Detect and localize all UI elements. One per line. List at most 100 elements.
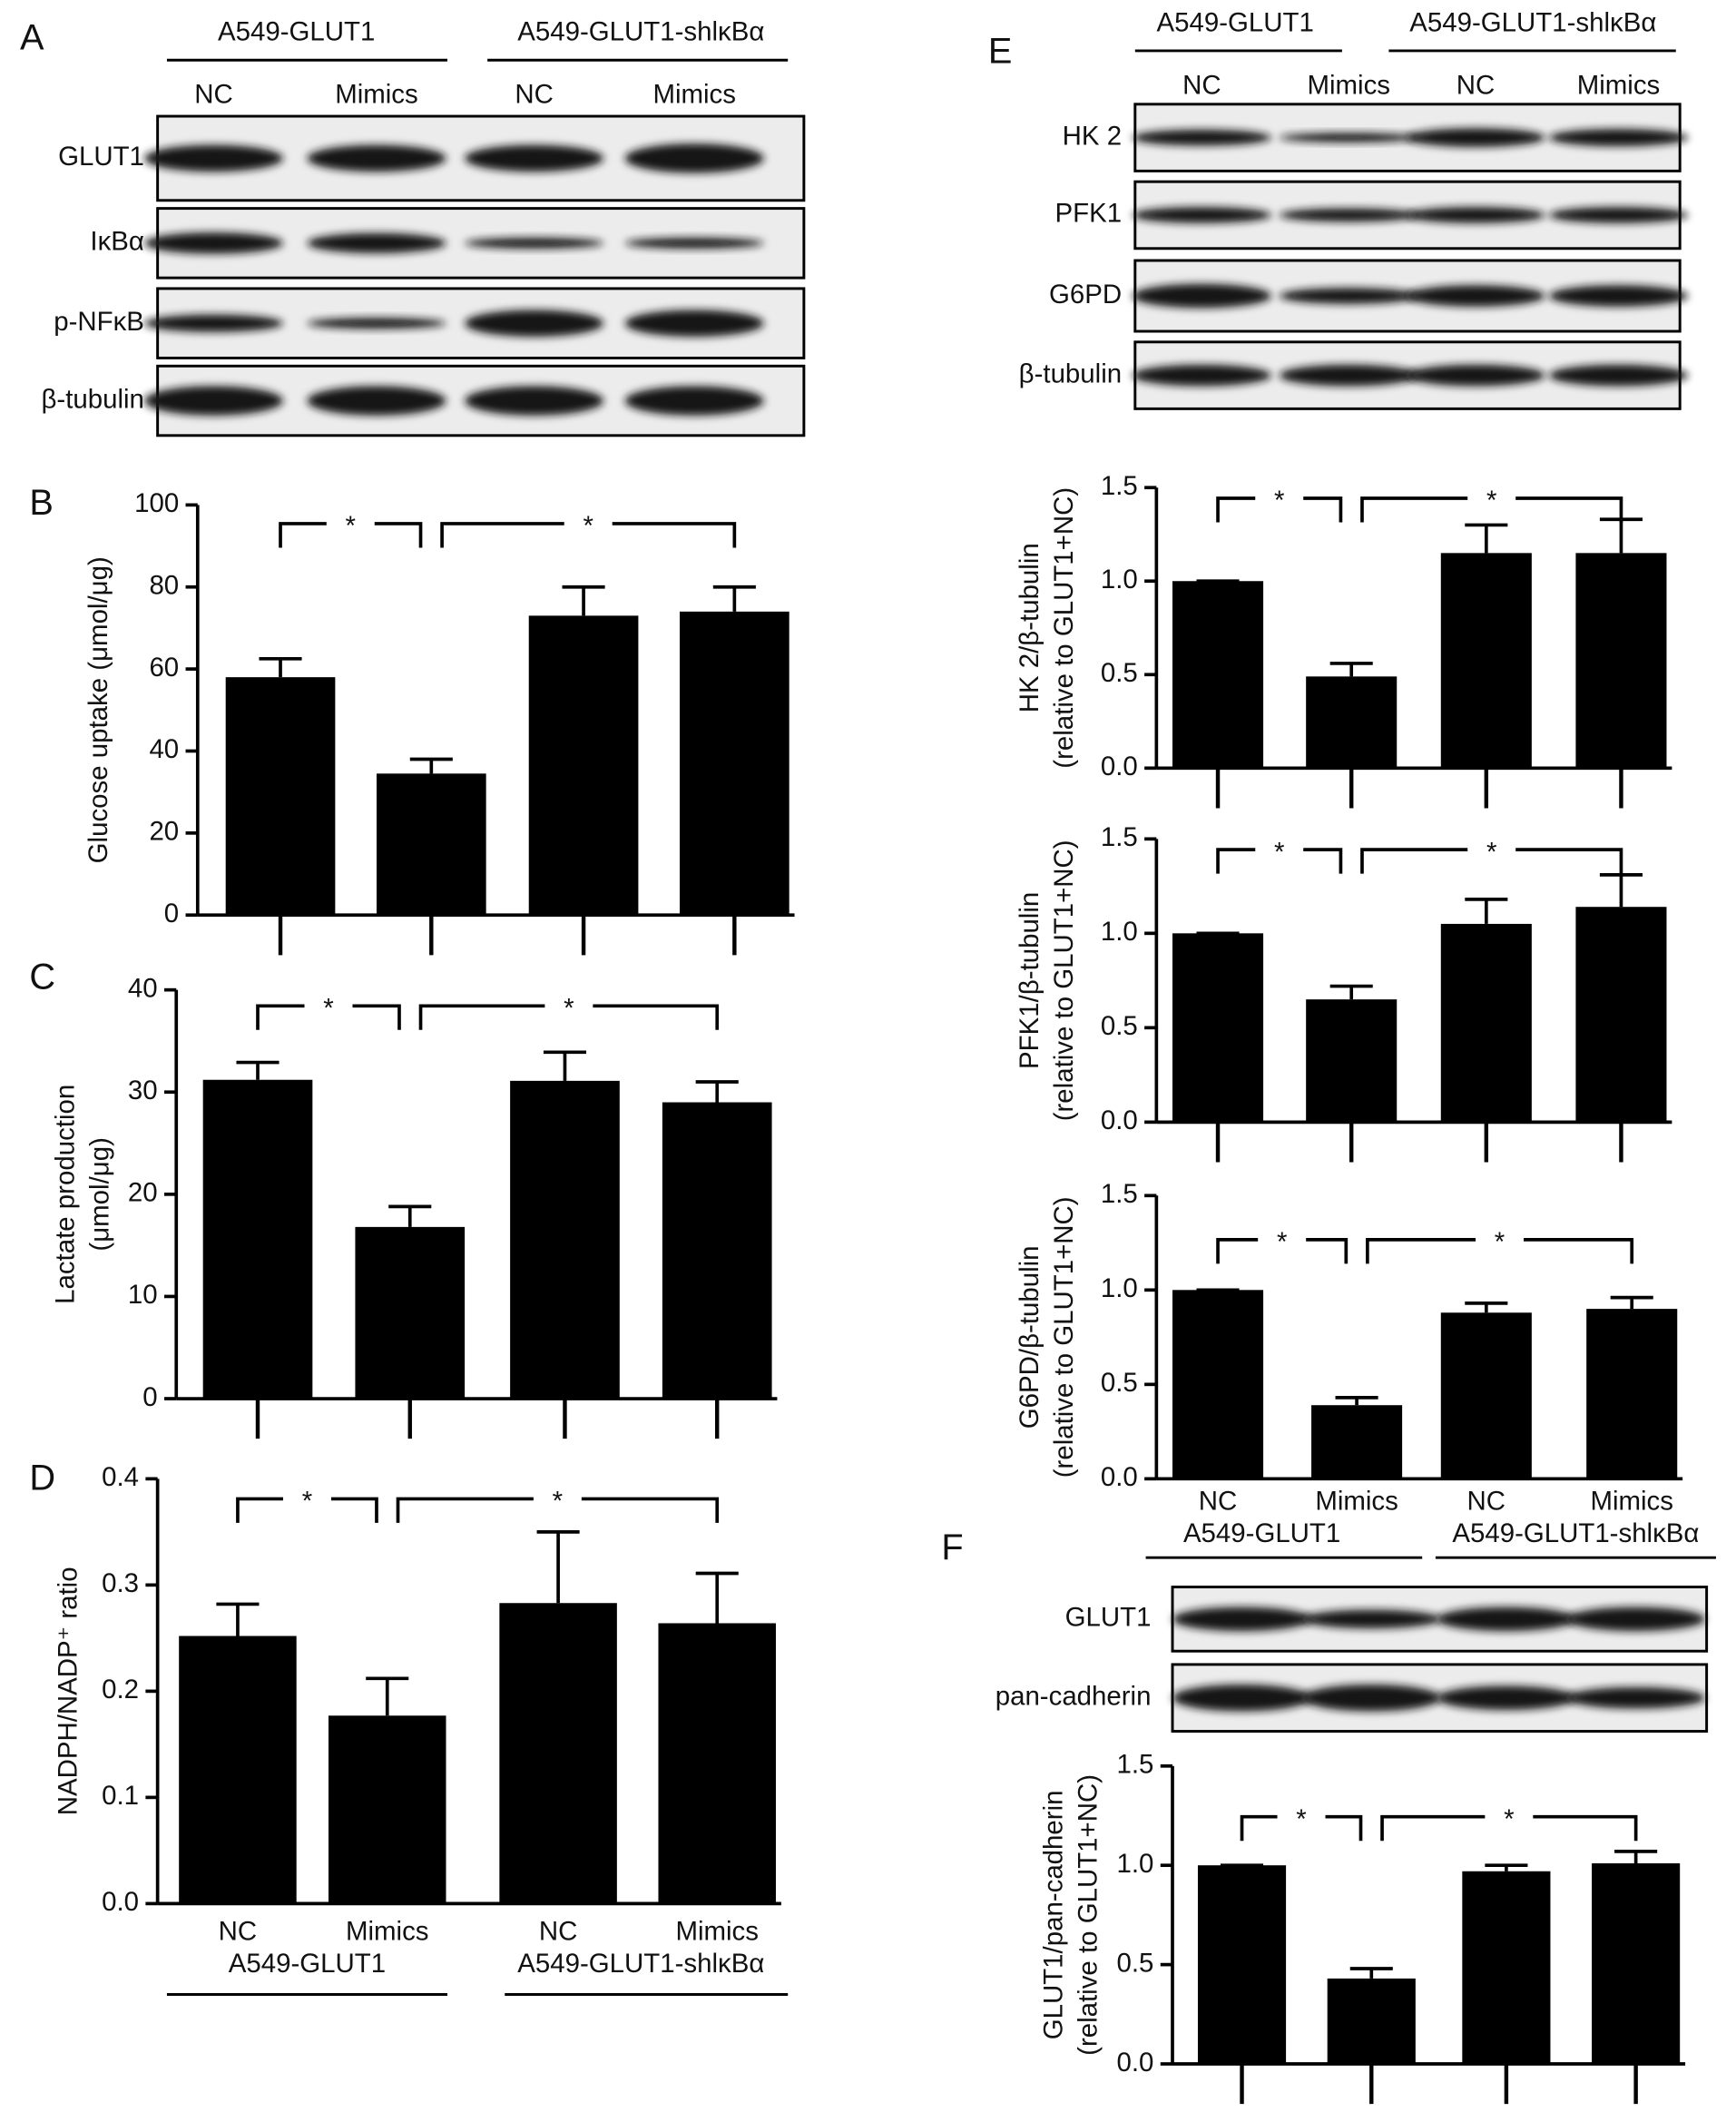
blot-band [1301,1609,1441,1629]
y-tick-label: 1.5 [1117,1750,1154,1780]
error-bar [1329,984,1373,1000]
y-tick-label: 0 [142,1382,157,1412]
y-axis-label: (μmol/μg) [85,1137,115,1251]
significance-bracket [279,522,423,548]
error-bar [543,1050,587,1081]
lane-label: NC [515,80,553,110]
y-tick-label: 0.5 [1101,1368,1138,1398]
bar [1311,1405,1403,1479]
bar [1327,1978,1416,2065]
blot-row-label: PFK1 [1055,199,1123,229]
blot-row-label: G6PD [1049,280,1122,309]
y-axis-label: (relative to GLUT1+NC) [1049,840,1079,1121]
lane-label: Mimics [652,80,736,110]
y-tick-label: 80 [149,571,179,601]
bar [1172,581,1264,769]
bar [376,773,486,916]
y-tick-label: 0.5 [1101,658,1138,688]
significance-marker: * [553,1487,563,1517]
blot-band [307,232,446,253]
y-tick-label: 0.1 [102,1781,139,1811]
significance-marker: * [1495,1227,1505,1257]
blot-band [1172,1685,1312,1712]
significance-bracket [236,1497,378,1523]
error-bar [695,1080,739,1103]
error-bar [366,1676,409,1716]
blot-band [1279,208,1418,222]
lane-label: Mimics [1577,70,1661,100]
error-bar [562,584,605,616]
y-axis-label: (relative to GLUT1+NC) [1049,487,1079,769]
error-bar [695,1571,739,1624]
error-bar [1465,523,1508,554]
y-tick-label: 60 [149,653,179,683]
blot-band [1132,207,1271,223]
significance-bracket [1380,1814,1638,1842]
x-tick-label: Mimics [1590,1487,1673,1517]
bar [1306,676,1398,769]
y-tick-label: 20 [149,817,179,847]
error-bar [1485,1863,1528,1871]
blot-band [307,386,446,416]
blot-band [624,237,764,249]
blot-band [1301,1685,1441,1712]
error-bar [1335,1396,1378,1406]
y-tick-label: 0.2 [102,1675,139,1704]
y-tick-label: 0.5 [1101,1011,1138,1041]
error-bar [1614,1850,1658,1864]
lane-label: NC [1456,70,1495,100]
y-axis-label: (relative to GLUT1+NC) [1049,1196,1079,1478]
blot-band [1279,364,1418,387]
significance-bracket [256,1004,401,1030]
bar [1440,1312,1532,1479]
blot-band [624,143,764,173]
blot-band [624,386,764,416]
bar [328,1715,446,1904]
lane-label: NC [1182,70,1221,100]
bar [1172,933,1264,1123]
bar [499,1603,617,1904]
significance-bracket [1216,1238,1349,1264]
significance-marker: * [323,994,333,1024]
blot-band [465,386,604,416]
significance-marker: * [564,994,574,1024]
blot-band [143,232,283,254]
error-bar [1329,662,1373,677]
significance-marker: * [346,511,356,541]
y-tick-label: 0 [164,899,179,928]
blot-band [1279,133,1418,142]
x-tick-label: NC [1467,1487,1506,1517]
blot-band [1566,1686,1706,1709]
blot-group-label: A549-GLUT1-shlκBα [517,17,764,47]
y-tick-label: 1.0 [1117,1849,1154,1879]
y-axis-label: (relative to GLUT1+NC) [1074,1774,1103,2056]
panel-label: B [29,483,53,523]
x-tick-label: NC [219,1917,257,1947]
blot-band [1548,285,1689,307]
error-bar [536,1530,580,1604]
group-label: A549-GLUT1-shlκBα [1452,1518,1699,1548]
y-tick-label: 0.3 [102,1568,139,1598]
y-axis-label: GLUT1/pan-cadherin [1038,1791,1068,2040]
y-axis-label: HK 2/β-tubulin [1015,543,1045,712]
blot-band [1437,1685,1576,1710]
significance-marker: * [1486,486,1496,516]
error-bar [1349,1967,1393,1979]
error-bar [1599,873,1643,908]
group-label: A549-GLUT1 [1183,1518,1340,1548]
bar [225,677,336,916]
y-tick-label: 1.0 [1101,1273,1138,1303]
error-bar [1599,517,1643,554]
significance-marker: * [302,1487,312,1517]
significance-bracket [1366,1238,1634,1264]
blot-band [624,309,764,337]
significance-marker: * [1277,1227,1287,1257]
x-tick-label: Mimics [1315,1487,1398,1517]
blot-row-label: GLUT1 [58,142,144,172]
y-tick-label: 0.0 [1117,2048,1154,2078]
panel-label: D [29,1458,55,1498]
blot-band [465,309,604,337]
significance-bracket [1360,848,1623,874]
y-tick-label: 1.5 [1101,822,1138,852]
blot-group-label: A549-GLUT1 [1157,7,1314,37]
